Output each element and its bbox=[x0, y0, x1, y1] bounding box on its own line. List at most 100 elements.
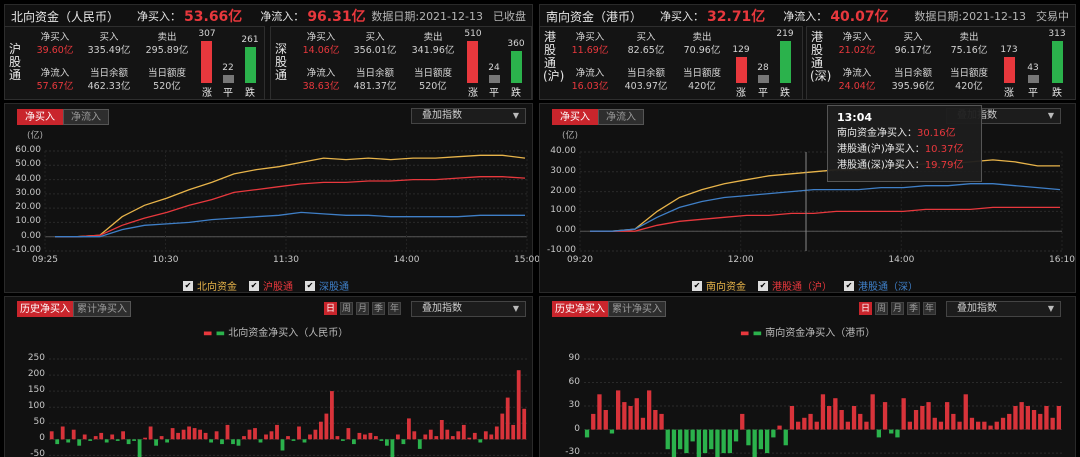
history-bar bbox=[456, 431, 461, 440]
south-tab-net-buy[interactable]: 净买入 bbox=[552, 109, 598, 125]
history-bar bbox=[275, 424, 279, 440]
north-inflow-label: 净流入： bbox=[260, 10, 305, 23]
checkbox-icon[interactable]: ✔ bbox=[758, 280, 768, 291]
south-period-month[interactable]: 月 bbox=[891, 302, 904, 315]
history-bar bbox=[820, 394, 826, 430]
north-period-year[interactable]: 年 bbox=[388, 302, 401, 315]
north-sub2-sell: 卖出 341.96亿 bbox=[411, 32, 455, 56]
history-bar bbox=[187, 426, 191, 440]
history-bar bbox=[236, 439, 241, 446]
north-tab-cumulative[interactable]: 累计净买入 bbox=[73, 301, 131, 317]
history-bar bbox=[827, 406, 832, 430]
north-sub2-flat-label: 平 bbox=[489, 88, 499, 99]
south-buy-label: 净买入： bbox=[660, 10, 705, 23]
south-tab-cumulative[interactable]: 累计净买入 bbox=[608, 301, 666, 317]
history-bar bbox=[671, 429, 677, 457]
south-sub1-down-count: 219 bbox=[776, 29, 794, 39]
south-period-day[interactable]: 日 bbox=[859, 302, 872, 315]
history-bar bbox=[678, 429, 683, 450]
history-bar bbox=[876, 429, 881, 438]
legend-item-north[interactable]: ✔ 北向资金 bbox=[183, 280, 237, 293]
legend-item-sz[interactable]: ✔ 深股通 bbox=[305, 280, 349, 293]
history-bar bbox=[313, 429, 318, 440]
legend-item-sh[interactable]: ✔ 沪股通 bbox=[249, 280, 293, 293]
north-tab-net-inflow[interactable]: 净流入 bbox=[63, 109, 109, 125]
y-tick-label: 10.00 bbox=[15, 216, 41, 227]
south-sub1-up-count: 129 bbox=[732, 45, 750, 55]
history-bar bbox=[634, 398, 639, 430]
north-period-day[interactable]: 日 bbox=[324, 302, 337, 315]
history-bar bbox=[379, 439, 384, 441]
north-unit: (亿) bbox=[27, 131, 44, 141]
south-period-year[interactable]: 年 bbox=[923, 302, 936, 315]
history-bar bbox=[963, 394, 968, 430]
checkbox-icon[interactable]: ✔ bbox=[249, 280, 259, 291]
history-bar bbox=[1044, 406, 1049, 430]
south-history-overlay-dropdown[interactable]: 叠加指数 ▼ bbox=[946, 301, 1061, 317]
history-bar bbox=[335, 436, 340, 440]
history-bar bbox=[913, 410, 919, 430]
history-bar bbox=[1000, 417, 1006, 430]
history-bar bbox=[951, 413, 956, 430]
checkbox-icon[interactable]: ✔ bbox=[844, 280, 854, 291]
checkbox-icon[interactable]: ✔ bbox=[183, 280, 193, 291]
y-tick-label: 100 bbox=[27, 401, 45, 412]
series-line-1 bbox=[55, 176, 526, 238]
checkbox-icon[interactable]: ✔ bbox=[305, 280, 315, 291]
history-bar bbox=[864, 421, 869, 430]
history-bar bbox=[982, 421, 987, 430]
history-bar bbox=[143, 437, 147, 440]
y-tick-label: 0.00 bbox=[20, 230, 41, 241]
tooltip-row-hk-sz: 港股通(深)净买入：19.79亿 bbox=[837, 160, 964, 171]
north-period-season[interactable]: 季 bbox=[372, 302, 385, 315]
north-sub1-up-label: 涨 bbox=[202, 88, 212, 99]
history-bar bbox=[969, 417, 975, 430]
history-bar bbox=[154, 439, 158, 446]
north-tab-history[interactable]: 历史净买入 bbox=[17, 301, 73, 317]
north-sub1-up-bar bbox=[201, 41, 212, 83]
history-bar bbox=[220, 439, 224, 445]
history-bar bbox=[434, 436, 439, 440]
history-bar bbox=[765, 429, 770, 454]
history-bar bbox=[478, 439, 483, 443]
legend-item-hk-sh[interactable]: ✔ 港股通（沪） bbox=[758, 280, 832, 293]
checkbox-icon[interactable]: ✔ bbox=[692, 280, 702, 291]
north-history-overlay-dropdown[interactable]: 叠加指数 ▼ bbox=[411, 301, 526, 317]
history-bar bbox=[684, 429, 689, 454]
history-bar bbox=[789, 406, 795, 430]
south-sub2-flat-label: 平 bbox=[1028, 88, 1038, 99]
north-period-month[interactable]: 月 bbox=[356, 302, 369, 315]
south-tab-history[interactable]: 历史净买入 bbox=[552, 301, 608, 317]
history-bar bbox=[319, 421, 323, 440]
south-intraday-panel: 净买入 净流入 叠加指数▼ (亿) ✔南向资金 ✔港股通（沪） ✔港股通（深） … bbox=[539, 103, 1076, 293]
north-overlay-dropdown[interactable]: 叠加指数 ▼ bbox=[411, 108, 526, 124]
history-bar bbox=[1038, 413, 1043, 430]
legend-item-hk-sz[interactable]: ✔ 港股通（深） bbox=[844, 280, 918, 293]
south-period-season[interactable]: 季 bbox=[907, 302, 920, 315]
history-bar bbox=[203, 432, 208, 440]
north-sub2-flat-count: 24 bbox=[488, 63, 500, 73]
north-sub1-down-bar bbox=[245, 47, 256, 83]
history-bar bbox=[374, 436, 378, 440]
south-sub2-down-bar bbox=[1052, 41, 1063, 83]
history-bar bbox=[93, 436, 98, 440]
history-bar bbox=[994, 421, 999, 430]
history-bar bbox=[889, 429, 894, 434]
north-sub2-up-count: 510 bbox=[464, 29, 482, 39]
north-sub1-netbuy: 净买入 39.60亿 bbox=[36, 32, 74, 56]
north-tab-net-buy[interactable]: 净买入 bbox=[17, 109, 63, 125]
legend-item-south[interactable]: ✔ 南向资金 bbox=[692, 280, 746, 293]
north-sub1-name: 沪股通 bbox=[8, 42, 21, 82]
history-bar bbox=[945, 402, 950, 430]
south-history-panel: 历史净买入 累计净买入 日 周 月 季 年 叠加指数 ▼ ▬ ▬ 南向资金净买入（… bbox=[539, 296, 1076, 457]
south-period-week[interactable]: 周 bbox=[875, 302, 888, 315]
history-bar bbox=[417, 439, 422, 449]
y-tick-label: 250 bbox=[27, 353, 45, 363]
south-tab-net-inflow[interactable]: 净流入 bbox=[598, 109, 644, 125]
north-buy-label: 净买入： bbox=[137, 10, 182, 23]
south-sub2-netbuy: 净买入 21.02亿 bbox=[838, 32, 876, 56]
north-period-week[interactable]: 周 bbox=[340, 302, 353, 315]
history-bar bbox=[522, 408, 527, 440]
south-sub1-down-bar bbox=[780, 41, 791, 83]
y-tick-label: 10.00 bbox=[550, 205, 576, 216]
